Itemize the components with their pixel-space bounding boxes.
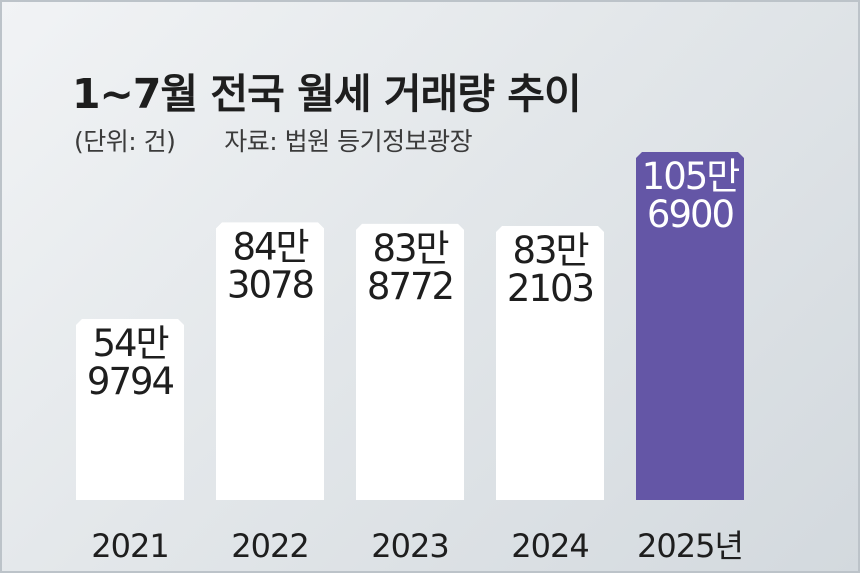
data-label: 9794: [87, 360, 174, 403]
source-label: 자료: 법원 등기정보광장: [224, 127, 473, 156]
category-label: 2023: [371, 527, 448, 565]
data-label: 6900: [647, 193, 734, 236]
data-label: 105만: [642, 155, 740, 198]
data-label: 54만: [92, 322, 168, 365]
chart-title: 1~7월 전국 월세 거래량 추이: [72, 70, 582, 118]
data-label: 2103: [507, 267, 593, 310]
chart-subtitle: (단위: 건) 자료: 법원 등기정보광장: [74, 122, 473, 158]
bar: [636, 152, 744, 500]
bar: [216, 222, 324, 501]
data-label: 3078: [227, 263, 314, 306]
data-label: 83만: [512, 229, 588, 272]
data-label: 83만: [372, 227, 448, 270]
bar: [496, 226, 604, 500]
data-label: 8772: [367, 265, 453, 308]
bar: [76, 318, 184, 500]
category-label: 2022: [231, 527, 308, 565]
category-label: 2025년: [637, 527, 743, 565]
data-label: 84만: [232, 225, 308, 268]
bar: [356, 223, 464, 500]
category-label: 2021: [91, 527, 168, 565]
category-label: 2024: [511, 527, 588, 565]
unit-label: (단위: 건): [74, 127, 176, 156]
